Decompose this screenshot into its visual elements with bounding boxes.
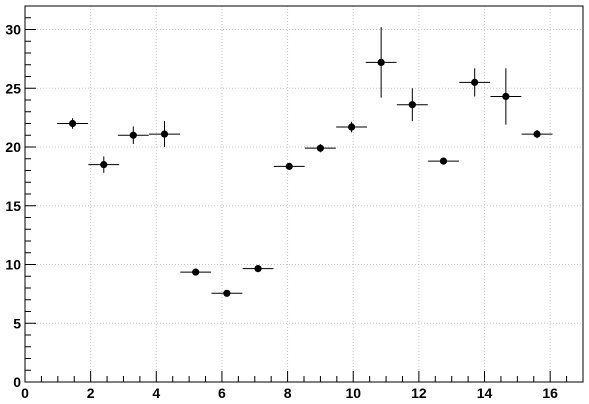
data-point [57, 118, 89, 129]
marker [285, 162, 293, 170]
data-point [336, 121, 368, 133]
x-tick-label: 0 [21, 385, 29, 401]
marker [377, 58, 385, 66]
y-tick-label: 15 [5, 198, 21, 214]
marker [223, 289, 231, 297]
marker [408, 101, 416, 109]
data-point [365, 27, 397, 98]
x-tick-label: 16 [542, 385, 558, 401]
marker [68, 119, 77, 128]
marker [533, 130, 541, 138]
x-tick-label: 14 [477, 385, 493, 401]
y-tick-label: 0 [13, 374, 21, 390]
data-point [211, 289, 243, 297]
marker [160, 130, 169, 138]
marker [192, 268, 200, 276]
plot-frame [24, 5, 584, 383]
data-point [242, 265, 274, 273]
y-tick-label: 30 [5, 22, 21, 38]
tick-labels: 0 2 4 6 8 10 12 14 16 0 5 10 15 20 25 30 [5, 22, 558, 402]
x-tick-label: 6 [218, 385, 226, 401]
data-point [117, 126, 149, 145]
y-tick-label: 10 [5, 257, 21, 273]
data-point [180, 268, 212, 276]
data-point [149, 121, 180, 147]
data-point [396, 88, 428, 122]
data-point [304, 144, 336, 153]
marker [100, 161, 108, 169]
x-tick-label: 8 [284, 385, 292, 401]
marker [471, 78, 479, 86]
x-tick-label: 12 [411, 385, 427, 401]
marker [254, 265, 262, 273]
marker [129, 131, 137, 139]
marker [347, 123, 356, 131]
axis-ticks [24, 5, 584, 383]
y-tick-label: 20 [5, 139, 21, 155]
y-tick-label: 5 [13, 315, 21, 331]
marker [439, 157, 448, 165]
data-series [57, 27, 553, 297]
y-tick-label: 25 [5, 80, 21, 96]
grid [25, 6, 583, 382]
data-point [521, 129, 553, 139]
x-tick-label: 4 [152, 385, 160, 401]
marker [316, 144, 325, 152]
data-point [428, 157, 459, 165]
data-point [88, 156, 120, 173]
marker [502, 92, 510, 101]
data-point [273, 162, 305, 170]
data-point [490, 68, 522, 125]
data-point [459, 68, 491, 97]
x-tick-label: 10 [345, 385, 361, 401]
x-tick-label: 2 [87, 385, 95, 401]
